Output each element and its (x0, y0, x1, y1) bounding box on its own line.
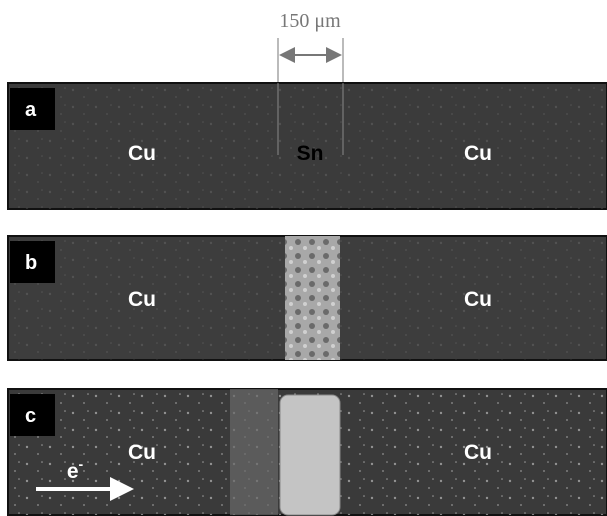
electron-symbol: e (67, 460, 79, 483)
body: 150 μm a Cu Sn Cu b Cu Cu c Cu Cu e- (() (0, 0, 607, 516)
panel-label: a (25, 99, 37, 121)
panel-b: b Cu Cu (8, 236, 607, 360)
panel-c: c Cu Cu e- (8, 389, 607, 515)
region-label: Cu (128, 288, 156, 311)
panel-label: b (25, 252, 37, 274)
electron-charge: - (79, 456, 84, 472)
region-label: Cu (464, 441, 492, 464)
figure: 150 μm a Cu Sn Cu b Cu Cu c Cu Cu e- (0, 0, 607, 516)
region-label: Cu (464, 142, 492, 165)
page: {"scale_bar": {"label": "150 μm"}, "pane… (0, 0, 607, 516)
panel-label: c (25, 405, 36, 427)
region-label: Cu (464, 288, 492, 311)
region-label: Cu (128, 441, 156, 464)
panel-a: a Cu Sn Cu (8, 83, 607, 209)
region-label: Sn (297, 142, 324, 165)
region-label: Cu (128, 142, 156, 165)
scale-label: 150 μm (279, 10, 341, 32)
